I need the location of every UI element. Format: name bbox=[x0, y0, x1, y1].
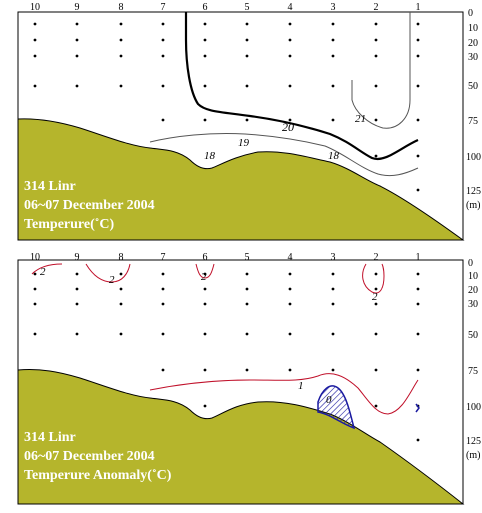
sample-points bbox=[33, 272, 420, 442]
depth-label: 100 bbox=[466, 402, 481, 413]
date-label: 06~07 December 2004 bbox=[24, 198, 155, 213]
cruise-line-label: 314 Linr bbox=[24, 179, 76, 194]
temperature-section-plot: 10 9 8 7 6 5 4 3 2 1 0 10 20 30 50 75 10… bbox=[17, 2, 481, 241]
depth-label: 75 bbox=[468, 366, 478, 377]
depth-label: 125 bbox=[466, 186, 481, 197]
depth-label: 10 bbox=[468, 23, 478, 34]
contour-label: 2 bbox=[201, 271, 207, 283]
contour-19 bbox=[149, 132, 419, 177]
variable-label: Temperure(˚C) bbox=[24, 217, 115, 232]
contour-2 bbox=[362, 263, 385, 294]
depth-label: 0 bbox=[468, 8, 473, 19]
contour-20 bbox=[184, 12, 419, 161]
contour-lines bbox=[149, 12, 419, 177]
temperature-anomaly-section-panel: 10 9 8 7 6 5 4 3 2 1 0 10 20 30 50 75 10… bbox=[0, 252, 482, 508]
depth-labels: 0 10 20 30 50 75 100 125 (m) bbox=[466, 8, 481, 211]
station-label: 9 bbox=[75, 252, 80, 263]
station-label: 2 bbox=[374, 2, 379, 13]
station-label: 1 bbox=[416, 2, 421, 13]
station-label: 8 bbox=[119, 2, 124, 13]
seabed-terrain bbox=[17, 118, 465, 241]
station-label: 1 bbox=[416, 252, 421, 263]
depth-label: 75 bbox=[468, 116, 478, 127]
depth-labels: 0 10 20 30 50 75 100 125 (m) bbox=[466, 258, 481, 461]
station-label: 7 bbox=[161, 252, 166, 263]
station-label: 10 bbox=[30, 2, 40, 13]
station-label: 4 bbox=[288, 252, 293, 263]
contour-label: 2 bbox=[40, 266, 46, 278]
depth-label: 50 bbox=[468, 330, 478, 341]
contour-1 bbox=[149, 373, 419, 415]
depth-label: (m) bbox=[466, 200, 480, 211]
contour-label: 0 bbox=[326, 394, 332, 406]
depth-label: 10 bbox=[468, 271, 478, 282]
depth-label: 0 bbox=[468, 258, 473, 269]
station-label: 3 bbox=[331, 2, 336, 13]
negative-anomaly-region bbox=[317, 385, 356, 430]
depth-label: 30 bbox=[468, 299, 478, 310]
contour-label: 19 bbox=[238, 137, 250, 149]
contour-label: 18 bbox=[328, 150, 340, 162]
station-labels: 10 9 8 7 6 5 4 3 2 1 bbox=[30, 2, 421, 13]
depth-label: 100 bbox=[466, 152, 481, 163]
contour-2 bbox=[85, 263, 131, 283]
depth-label: 20 bbox=[468, 38, 478, 49]
cruise-line-label: 314 Linr bbox=[24, 430, 76, 445]
temperature-anomaly-section-plot: 10 9 8 7 6 5 4 3 2 1 0 10 20 30 50 75 10… bbox=[17, 252, 481, 505]
depth-label: 20 bbox=[468, 285, 478, 296]
contour-label: 21 bbox=[355, 113, 366, 125]
contour-label: 20 bbox=[282, 120, 294, 134]
station-label: 3 bbox=[331, 252, 336, 263]
contour-2 bbox=[195, 263, 215, 279]
seabed-terrain bbox=[17, 369, 465, 505]
contour-label: 1 bbox=[298, 380, 304, 392]
station-label: 10 bbox=[30, 252, 40, 263]
station-label: 4 bbox=[288, 2, 293, 13]
negative-anomaly-marker bbox=[415, 403, 420, 413]
contour-2 bbox=[31, 263, 63, 275]
contour-label: 2 bbox=[109, 274, 115, 286]
station-label: 5 bbox=[245, 252, 250, 263]
anomaly-contours bbox=[31, 263, 420, 415]
depth-label: (m) bbox=[466, 450, 480, 461]
contour-label: 18 bbox=[204, 150, 216, 162]
station-label: 9 bbox=[75, 2, 80, 13]
station-label: 2 bbox=[374, 252, 379, 263]
station-label: 8 bbox=[119, 252, 124, 263]
contour-label: 2 bbox=[372, 291, 378, 303]
depth-label: 30 bbox=[468, 52, 478, 63]
date-label: 06~07 December 2004 bbox=[24, 449, 155, 464]
station-label: 7 bbox=[161, 2, 166, 13]
depth-label: 50 bbox=[468, 81, 478, 92]
station-labels: 10 9 8 7 6 5 4 3 2 1 bbox=[30, 252, 421, 263]
station-label: 5 bbox=[245, 2, 250, 13]
depth-label: 125 bbox=[466, 436, 481, 447]
panel-title-block: 314 Linr 06~07 December 2004 Temperure(˚… bbox=[24, 177, 155, 234]
station-label: 6 bbox=[203, 252, 208, 263]
station-label: 6 bbox=[203, 2, 208, 13]
variable-label: Temperure Anomaly(˚C) bbox=[24, 468, 172, 483]
contour-21 bbox=[351, 58, 411, 129]
panel-title-block: 314 Linr 06~07 December 2004 Temperure A… bbox=[24, 428, 171, 485]
sample-points bbox=[33, 22, 420, 192]
temperature-section-panel: 10 9 8 7 6 5 4 3 2 1 0 10 20 30 50 75 10… bbox=[0, 0, 482, 252]
